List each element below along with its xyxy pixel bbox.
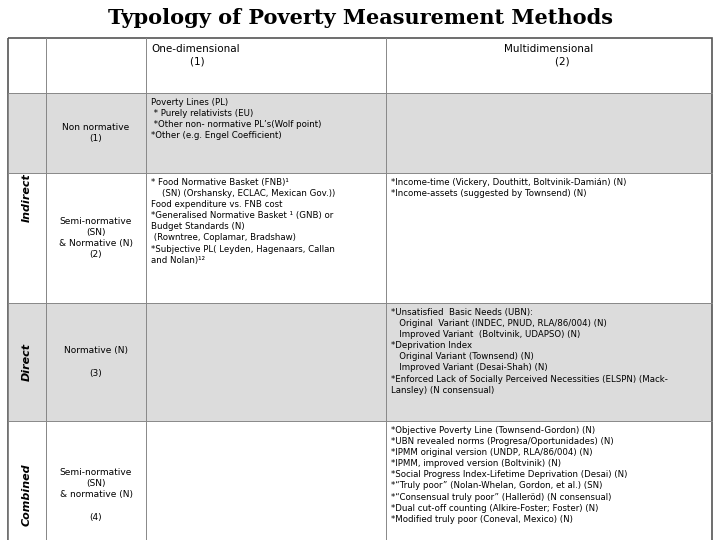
Bar: [8, 173, 712, 303]
Bar: [8, 38, 712, 93]
Text: Typology of Poverty Measurement Methods: Typology of Poverty Measurement Methods: [107, 8, 613, 28]
Text: Non normative
(1): Non normative (1): [63, 123, 130, 143]
Text: *Unsatisfied  Basic Needs (UBN):
   Original  Variant (INDEC, PNUD, RLA/86/004) : *Unsatisfied Basic Needs (UBN): Original…: [391, 308, 668, 395]
Text: One-dimensional
            (1): One-dimensional (1): [151, 44, 240, 66]
Text: Direct: Direct: [22, 343, 32, 381]
Bar: [8, 303, 712, 421]
Text: * Food Normative Basket (FNB)¹
    (SN) (Orshansky, ECLAC, Mexican Gov.))
Food e: * Food Normative Basket (FNB)¹ (SN) (Ors…: [151, 178, 336, 265]
Text: Multidimensional
        (2): Multidimensional (2): [505, 44, 593, 66]
Text: Normative (N)

(3): Normative (N) (3): [64, 346, 128, 377]
Bar: [8, 93, 712, 173]
Text: Poverty Lines (PL)
 * Purely relativists (EU)
 *Other non- normative PL’s(Wolf p: Poverty Lines (PL) * Purely relativists …: [151, 98, 321, 140]
Text: *Objective Poverty Line (Townsend-Gordon) (N)
*UBN revealed norms (Progresa/Opor: *Objective Poverty Line (Townsend-Gordon…: [391, 426, 627, 524]
Text: Semi-normative
(SN)
& normative (N)

(4): Semi-normative (SN) & normative (N) (4): [60, 468, 132, 522]
Bar: [8, 421, 712, 540]
Text: *Income-time (Vickery, Douthitt, Boltvinik-Damián) (N)
*Income-assets (suggested: *Income-time (Vickery, Douthitt, Boltvin…: [391, 178, 626, 198]
Text: Indirect: Indirect: [22, 173, 32, 222]
Text: Semi-normative
(SN)
& Normative (N)
(2): Semi-normative (SN) & Normative (N) (2): [59, 217, 133, 259]
Text: Combined: Combined: [22, 464, 32, 526]
